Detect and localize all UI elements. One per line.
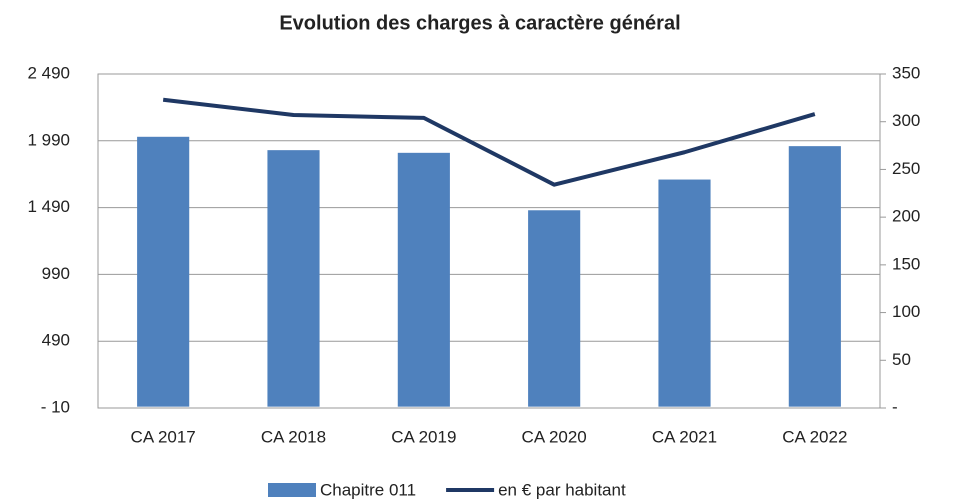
plot-frame <box>97 73 881 409</box>
y-tick-label: - 10 <box>41 397 70 416</box>
y2-tick-label: 250 <box>892 159 920 178</box>
x-tick-label: CA 2020 <box>522 427 587 446</box>
y-tick-label: 990 <box>42 264 70 283</box>
bar <box>267 150 320 407</box>
y-tick-label: 490 <box>42 331 70 350</box>
y-tick-label: 1 990 <box>27 130 70 149</box>
x-tick-label: CA 2022 <box>782 427 847 446</box>
bar <box>528 210 581 407</box>
y-tick-label: 2 490 <box>27 63 70 82</box>
line <box>162 97 816 187</box>
y2-tick-label: 50 <box>892 350 911 369</box>
bar <box>397 152 450 407</box>
y2-tick-label: 300 <box>892 111 920 130</box>
legend-swatch <box>268 483 316 497</box>
y2-tick-label: 200 <box>892 207 920 226</box>
y2-tick-label: 100 <box>892 302 920 321</box>
bar <box>137 136 190 407</box>
y2-tick-label: 150 <box>892 254 920 273</box>
x-tick-label: CA 2018 <box>261 427 326 446</box>
legend-label: en € par habitant <box>498 480 626 499</box>
chart-title: Evolution des charges à caractère généra… <box>279 12 680 34</box>
y2-tick-label: 350 <box>892 63 920 82</box>
legend-label: Chapitre 011 <box>320 480 416 499</box>
y2-tick-label: - <box>892 397 898 416</box>
bar <box>658 179 711 407</box>
x-tick-label: CA 2017 <box>131 427 196 446</box>
x-tick-label: CA 2019 <box>391 427 456 446</box>
x-tick-label: CA 2021 <box>652 427 717 446</box>
bar <box>788 146 841 407</box>
y-tick-label: 1 490 <box>27 197 70 216</box>
